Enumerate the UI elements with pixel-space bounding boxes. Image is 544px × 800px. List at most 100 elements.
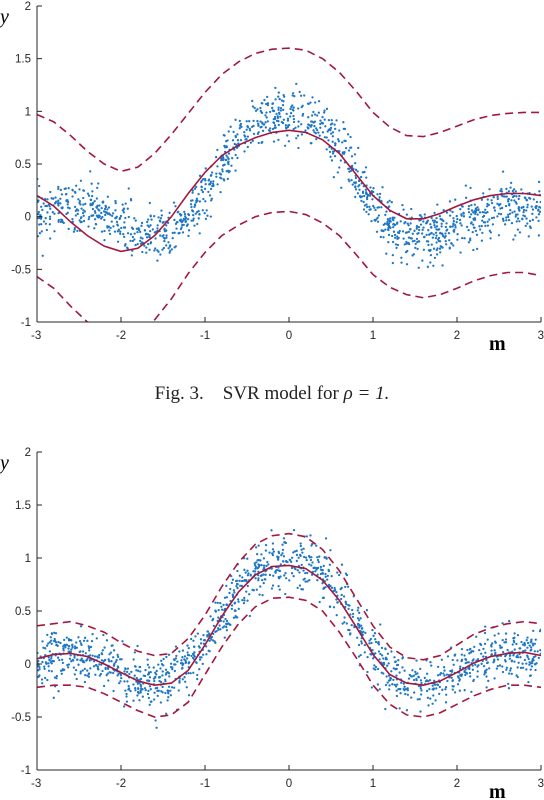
scatter-point	[523, 644, 526, 647]
scatter-point	[414, 670, 417, 673]
scatter-point	[156, 249, 159, 252]
scatter-point	[132, 658, 135, 661]
scatter-point	[445, 693, 448, 696]
scatter-point	[532, 198, 535, 201]
scatter-point	[261, 579, 264, 582]
scatter-point	[380, 646, 384, 650]
scatter-point	[463, 237, 466, 240]
scatter-point	[101, 649, 104, 652]
x-tick-label: -1	[200, 330, 210, 342]
scatter-point	[89, 667, 92, 670]
scatter-point	[354, 185, 357, 188]
scatter-point	[329, 123, 333, 126]
scatter-point	[342, 595, 346, 598]
scatter-point	[529, 668, 532, 671]
scatter-point	[409, 222, 412, 225]
scatter-point	[522, 210, 525, 214]
scatter-point	[507, 687, 511, 690]
scatter-point	[131, 235, 135, 239]
scatter-point	[506, 648, 509, 652]
scatter-point	[522, 208, 526, 212]
scatter-point	[300, 563, 303, 566]
scatter-point	[413, 229, 416, 232]
scatter-point	[278, 97, 281, 101]
scatter-point	[328, 150, 332, 154]
scatter-point	[282, 560, 285, 563]
scatter-point	[179, 227, 183, 231]
scatter-point	[443, 669, 446, 672]
scatter-point	[224, 158, 227, 162]
scatter-point	[538, 210, 541, 213]
scatter-point	[153, 231, 156, 234]
scatter-point	[121, 209, 124, 212]
scatter-point	[38, 223, 41, 226]
scatter-point	[243, 578, 247, 582]
scatter-point	[191, 189, 194, 192]
scatter-point	[254, 567, 257, 570]
scatter-point	[278, 588, 281, 591]
scatter-point	[223, 596, 227, 599]
scatter-point	[377, 650, 381, 653]
scatter-point	[325, 136, 328, 139]
scatter-point	[363, 204, 367, 207]
scatter-point	[93, 227, 96, 230]
scatter-point	[177, 232, 180, 235]
scatter-point	[515, 642, 518, 646]
scatter-point	[335, 591, 338, 594]
scatter-point	[531, 208, 535, 211]
scatter-point	[193, 655, 196, 658]
scatter-point	[434, 236, 438, 240]
scatter-point	[223, 636, 226, 639]
scatter-point	[79, 221, 82, 224]
scatter-point	[167, 672, 171, 675]
scatter-point	[472, 650, 475, 653]
scatter-point	[472, 248, 475, 252]
scatter-point	[133, 665, 137, 668]
scatter-point	[84, 673, 87, 677]
scatter-point	[73, 228, 76, 231]
scatter-point	[136, 230, 139, 234]
scatter-point	[119, 214, 123, 218]
scatter-point	[425, 233, 428, 237]
scatter-point	[49, 237, 52, 240]
scatter-point	[408, 673, 411, 677]
scatter-point	[307, 116, 310, 119]
scatter-point	[114, 660, 118, 663]
scatter-point	[132, 683, 135, 686]
scatter-point	[193, 645, 196, 648]
scatter-point	[472, 679, 475, 683]
scatter-point	[219, 628, 222, 631]
scatter-point	[483, 673, 486, 676]
scatter-point	[156, 694, 159, 697]
scatter-point	[418, 697, 421, 701]
scatter-point	[238, 574, 241, 577]
scatter-point	[341, 622, 344, 625]
scatter-point	[464, 196, 468, 199]
scatter-point	[96, 665, 100, 668]
scatter-point	[123, 670, 126, 673]
scatter-point	[524, 649, 527, 652]
scatter-point	[168, 675, 171, 678]
scatter-point	[214, 155, 218, 159]
scatter-point	[510, 221, 514, 225]
scatter-point	[529, 649, 532, 652]
scatter-point	[321, 122, 324, 125]
scatter-point	[537, 234, 541, 237]
scatter-point	[184, 215, 187, 218]
scatter-point	[37, 675, 40, 679]
scatter-point	[310, 544, 313, 547]
scatter-point	[187, 694, 191, 697]
scatter-point	[40, 205, 43, 208]
scatter-point	[107, 206, 111, 209]
scatter-point	[488, 218, 491, 221]
scatter-point	[265, 116, 268, 119]
scatter-point	[124, 689, 127, 692]
scatter-point	[343, 621, 346, 624]
scatter-point	[345, 622, 349, 625]
lower-bound-line	[37, 210, 541, 322]
scatter-point	[385, 210, 388, 213]
scatter-point	[208, 194, 212, 197]
scatter-point	[238, 127, 241, 130]
scatter-point	[203, 187, 207, 191]
scatter-point	[146, 673, 150, 676]
